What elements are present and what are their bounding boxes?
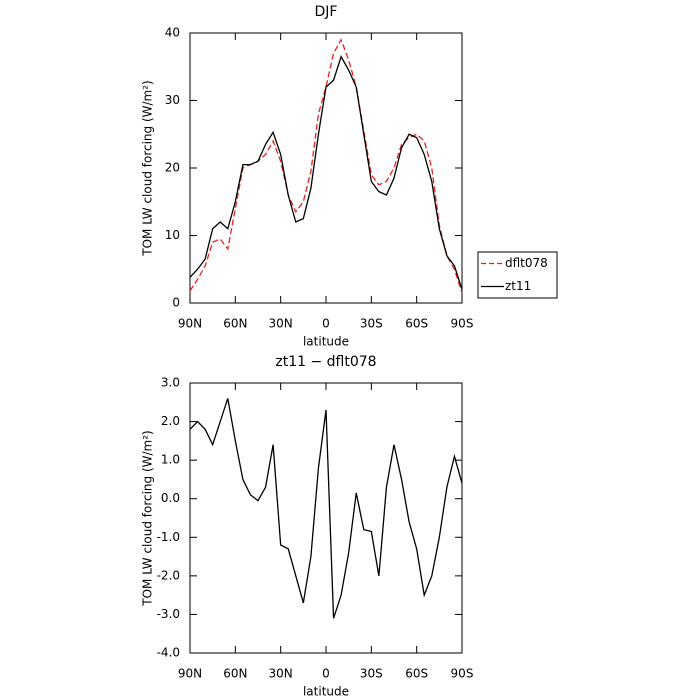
y-axis-label: TOM LW cloud forcing (W/m²): [141, 430, 155, 607]
y-tick-label: 0: [172, 296, 180, 310]
y-tick-label: -1.0: [157, 530, 180, 544]
x-tick-label: 90S: [451, 667, 474, 681]
x-tick-label: 30N: [269, 317, 293, 331]
chart-title: DJF: [315, 4, 338, 20]
line: [189, 398, 463, 619]
legend-box: [477, 251, 558, 299]
plot-frame: [189, 32, 463, 304]
x-tick-label: 30S: [360, 317, 383, 331]
x-tick-label: 60S: [405, 667, 428, 681]
y-tick-label: 10: [165, 228, 180, 242]
x-tick-label: 30S: [360, 667, 383, 681]
x-tick-label: 60N: [223, 317, 247, 331]
y-axis-label: TOM LW cloud forcing (W/m²): [141, 80, 155, 257]
legend-label: zt11: [505, 279, 531, 293]
y-tick-label: 2.0: [161, 414, 180, 428]
x-tick-label: 90N: [178, 667, 202, 681]
line: [189, 55, 463, 290]
x-tick-label: 30N: [269, 667, 293, 681]
legend-label: dflt078: [505, 256, 548, 270]
y-tick-label: -2.0: [157, 568, 180, 582]
x-axis-label: latitude: [303, 335, 349, 349]
x-tick-label: 60N: [223, 667, 247, 681]
x-tick-label: 0: [322, 317, 330, 331]
chart-title: zt11 − dflt078: [275, 354, 376, 370]
y-tick-label: -4.0: [157, 646, 180, 660]
x-tick-label: 60S: [405, 317, 428, 331]
line: [189, 38, 463, 294]
y-tick-label: 20: [165, 161, 180, 175]
x-tick-label: 0: [322, 667, 330, 681]
y-tick-label: 1.0: [161, 453, 180, 467]
y-tick-label: -3.0: [157, 607, 180, 621]
x-tick-label: 90N: [178, 317, 202, 331]
x-tick-label: 90S: [451, 317, 474, 331]
x-axis-label: latitude: [303, 685, 349, 699]
y-tick-label: 0.0: [161, 491, 180, 505]
y-tick-label: 40: [165, 26, 180, 40]
y-tick-label: 3.0: [161, 376, 180, 390]
y-tick-label: 30: [165, 93, 180, 107]
